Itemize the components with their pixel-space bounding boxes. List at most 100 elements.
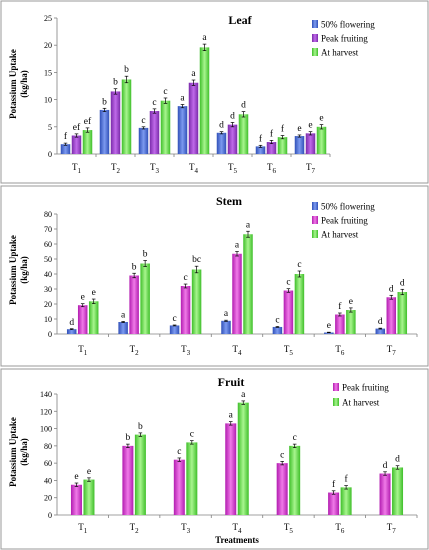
stem-significance-label: a — [224, 309, 229, 319]
leaf-bar — [227, 124, 238, 154]
fruit-significance-label: e — [74, 472, 78, 482]
stem-category-label: T1 — [78, 344, 88, 357]
stem-significance-label: a — [121, 310, 126, 320]
stem-category-label: T6 — [335, 344, 345, 357]
leaf-significance-label: c — [141, 116, 145, 126]
stem-category-label: T2 — [130, 344, 140, 357]
leaf-significance-label: ef — [84, 116, 92, 127]
fruit-legend-label: Peak fruiting — [342, 383, 389, 393]
stem-bar — [375, 328, 386, 334]
fruit-category-label: T1 — [78, 522, 88, 535]
leaf-bar — [149, 111, 160, 154]
leaf-bar — [305, 133, 316, 154]
stem-category-label: T7 — [387, 344, 397, 357]
stem-significance-label: c — [297, 260, 301, 270]
leaf-bar — [82, 130, 93, 154]
fruit-bar — [340, 487, 352, 515]
stem-bar — [221, 320, 231, 334]
stem-panel — [0, 185, 429, 367]
fruit-significance-label: e — [87, 467, 91, 477]
stem-bar — [140, 263, 150, 334]
leaf-bar — [110, 91, 121, 154]
stem-significance-label: e — [349, 297, 353, 307]
fruit-category-label: T2 — [130, 522, 140, 535]
leaf-legend-swatch — [312, 34, 318, 42]
stem-bar — [129, 275, 139, 334]
leaf-significance-label: d — [219, 121, 224, 131]
fruit-significance-label: f — [345, 474, 349, 485]
stem-title: Stem — [216, 194, 242, 208]
leaf-y-tick-label: 25 — [44, 14, 52, 23]
stem-significance-label: e — [81, 293, 85, 303]
fruit-legend-swatch — [333, 383, 339, 391]
stem-category-label: T4 — [233, 344, 243, 357]
stem-bar — [283, 290, 294, 334]
stem-y-tick-label: 80 — [44, 210, 52, 219]
fruit-bar — [328, 492, 340, 515]
stem-legend-label: Peak fruiting — [321, 216, 368, 226]
fruit-category-label: T4 — [233, 522, 243, 535]
stem-bar — [243, 234, 253, 334]
leaf-significance-label: f — [259, 133, 263, 144]
stem-significance-label: d — [378, 317, 383, 327]
leaf-significance-label: c — [163, 87, 167, 97]
leaf-significance-label: c — [152, 98, 156, 108]
fruit-title: Fruit — [218, 375, 245, 389]
leaf-category-label: T1 — [72, 162, 82, 175]
fruit-bar — [134, 434, 146, 515]
leaf-significance-label: b — [113, 78, 118, 88]
stem-bar — [180, 286, 191, 334]
leaf-chart: Leaf Potassium Uptake(kg/ha) 0 5 10 15 20 25 T1 f… — [8, 13, 375, 175]
stem-significance-label: d — [69, 318, 74, 328]
fruit-panel — [0, 368, 429, 550]
stem-legend-swatch — [312, 230, 318, 238]
stem-legend-label: 50% flowering — [321, 202, 375, 212]
fruit-significance-label: c — [177, 447, 181, 457]
stem-significance-label: a — [246, 220, 251, 230]
leaf-significance-label: b — [102, 97, 107, 107]
fruit-category-label: T7 — [387, 522, 397, 535]
stem-significance-label: c — [286, 278, 290, 288]
stem-bar — [118, 322, 128, 334]
stem-legend-label: At harvest — [321, 230, 359, 240]
stem-bar — [77, 305, 88, 334]
fruit-bar — [379, 473, 391, 515]
leaf-bar — [71, 135, 82, 154]
leaf-bar — [199, 47, 210, 154]
stem-bar — [88, 301, 99, 334]
stem-bar — [272, 326, 283, 334]
leaf-significance-label: f — [64, 131, 68, 142]
leaf-y-tick-label: 15 — [44, 68, 52, 77]
stem-y-tick-label: 10 — [44, 315, 52, 324]
stem-y-tick-label: 0 — [48, 330, 52, 339]
leaf-significance-label: e — [297, 124, 301, 134]
leaf-y-tick-label: 20 — [44, 41, 52, 50]
fruit-y-tick-label: 60 — [44, 459, 52, 468]
fruit-y-tick-label: 120 — [40, 407, 52, 416]
fruit-bar — [392, 467, 404, 515]
stem-significance-label: e — [92, 288, 96, 298]
stem-significance-label: d — [400, 278, 405, 288]
leaf-legend-label: At harvest — [321, 48, 359, 58]
stem-significance-label: b — [132, 262, 137, 272]
fruit-significance-label: b — [138, 422, 143, 432]
stem-significance-label: c — [275, 316, 279, 326]
fruit-significance-label: f — [332, 479, 336, 490]
leaf-y-tick-label: 0 — [48, 150, 52, 159]
leaf-y-tick-label: 10 — [44, 96, 52, 105]
fruit-category-label: T5 — [284, 522, 294, 535]
leaf-legend-swatch — [312, 48, 318, 56]
leaf-category-label: T7 — [306, 162, 316, 175]
leaf-significance-label: d — [230, 111, 235, 121]
fruit-y-tick-label: 20 — [44, 494, 52, 503]
stem-significance-label: e — [327, 321, 331, 331]
stem-significance-label: b — [143, 250, 148, 260]
leaf-significance-label: a — [202, 33, 207, 43]
stem-bar — [386, 297, 397, 334]
stem-bar — [397, 292, 408, 334]
leaf-bar — [266, 142, 277, 154]
leaf-legend-swatch — [312, 20, 318, 28]
leaf-legend-label: 50% flowering — [321, 20, 375, 30]
stem-bar — [191, 269, 202, 334]
